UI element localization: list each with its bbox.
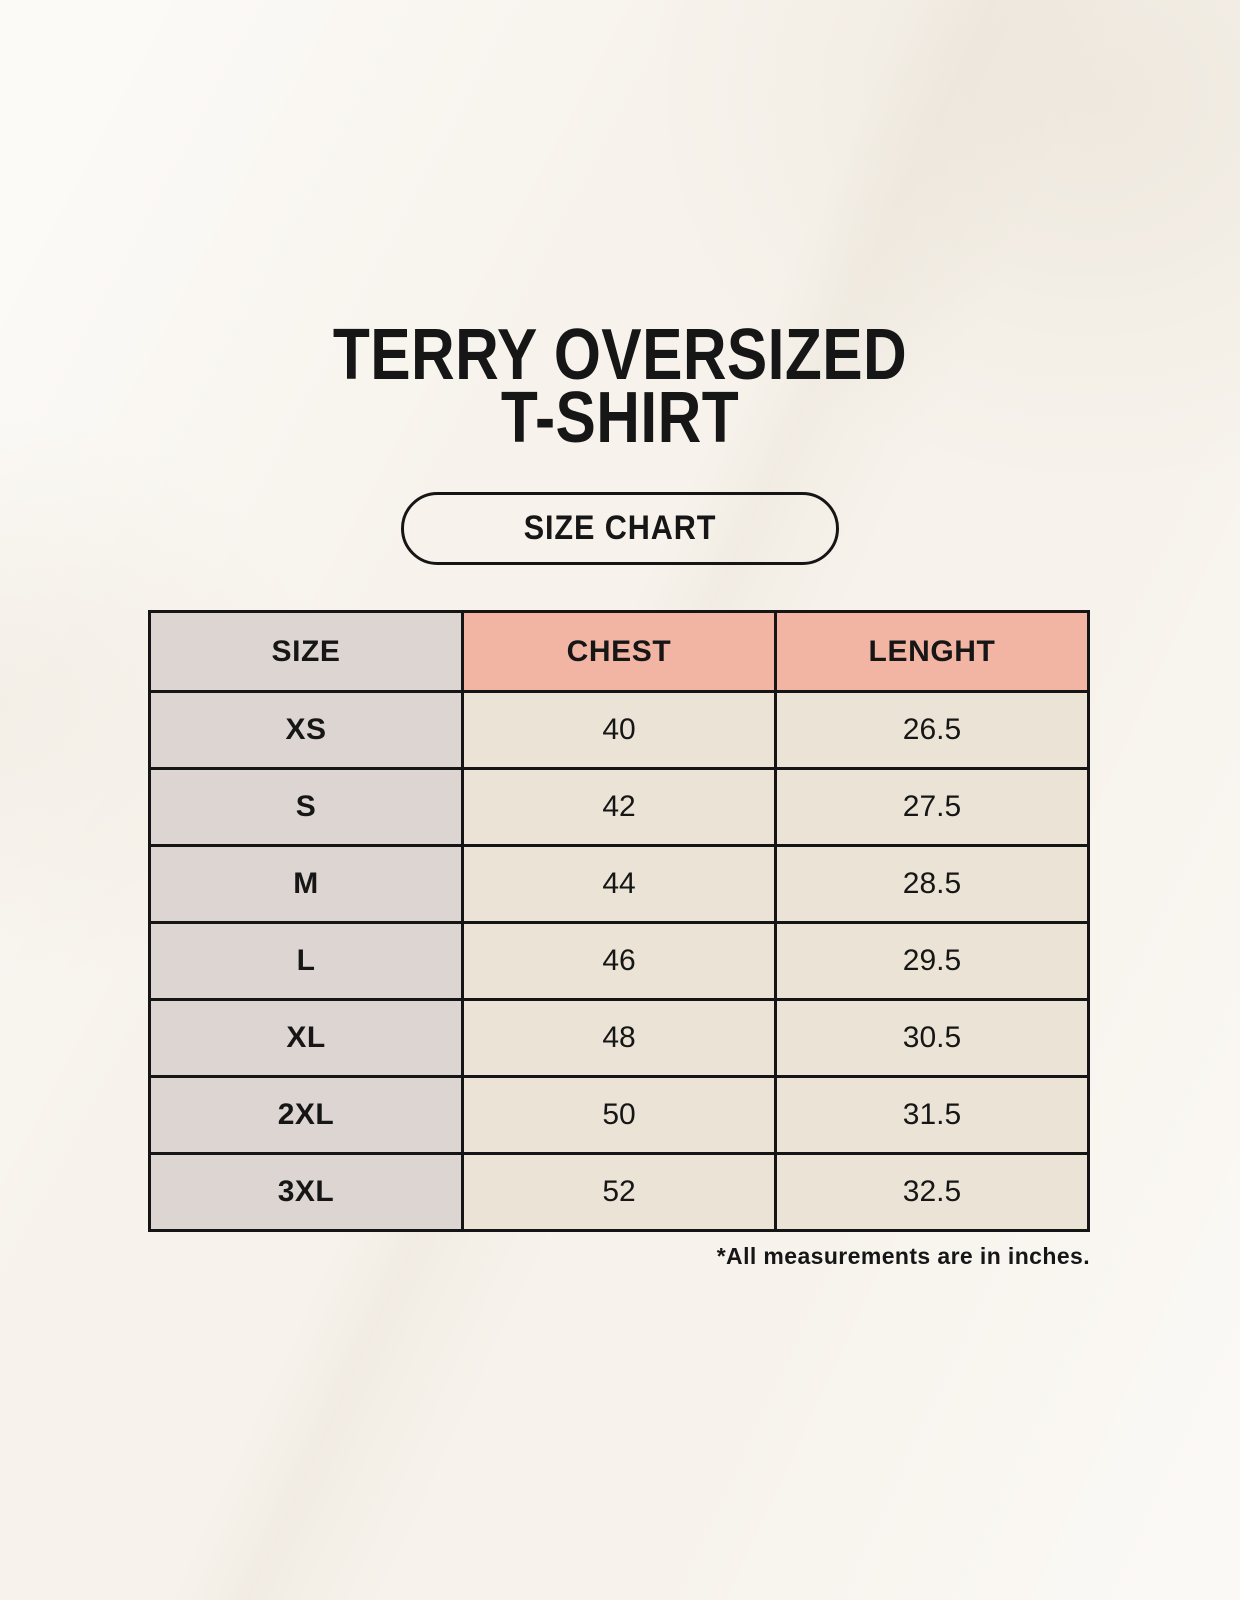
table-row: M 44 28.5 (148, 844, 1090, 924)
table-row: 3XL 52 32.5 (148, 1152, 1090, 1232)
length-cell: 26.5 (774, 690, 1090, 770)
size-cell: XS (148, 690, 464, 770)
table-row: XS 40 26.5 (148, 690, 1090, 770)
size-cell: M (148, 844, 464, 924)
size-chart-table-body: XS 40 26.5 S 42 27.5 M 44 28.5 L 46 29.5 XL 48 30.5 2XL… (148, 690, 1090, 1232)
measurement-note: *All measurements are in inches. (716, 1243, 1090, 1269)
length-cell: 27.5 (774, 767, 1090, 847)
size-chart-badge-label: SIZE CHART (523, 509, 717, 547)
length-cell: 31.5 (774, 1075, 1090, 1155)
size-chart-table: SIZE CHEST LENGHT XS 40 26.5 S 42 27.5 M 44 28.5… (148, 610, 1090, 1232)
size-cell: 3XL (148, 1152, 464, 1232)
chest-cell: 50 (461, 1075, 777, 1155)
size-chart-badge[interactable]: SIZE CHART (401, 492, 839, 565)
table-row: 2XL 50 31.5 (148, 1075, 1090, 1155)
chest-cell: 46 (461, 921, 777, 1001)
page-title-line2: T-SHIRT (500, 378, 740, 458)
chest-cell: 42 (461, 767, 777, 847)
chest-cell: 52 (461, 1152, 777, 1232)
length-cell: 29.5 (774, 921, 1090, 1001)
header-chest: CHEST (461, 610, 777, 693)
header-length: LENGHT (774, 610, 1090, 693)
chest-cell: 40 (461, 690, 777, 770)
length-cell: 30.5 (774, 998, 1090, 1078)
size-cell: L (148, 921, 464, 1001)
size-cell: XL (148, 998, 464, 1078)
size-chart-table-container: SIZE CHEST LENGHT XS 40 26.5 S 42 27.5 M 44 28.5… (148, 610, 1090, 1232)
table-row: XL 48 30.5 (148, 998, 1090, 1078)
length-cell: 32.5 (774, 1152, 1090, 1232)
page-title-line1: TERRY OVERSIZED (332, 315, 908, 395)
header-size: SIZE (148, 610, 464, 693)
size-cell: S (148, 767, 464, 847)
table-row: L 46 29.5 (148, 921, 1090, 1001)
chest-cell: 48 (461, 998, 777, 1078)
size-cell: 2XL (148, 1075, 464, 1155)
chest-cell: 44 (461, 844, 777, 924)
page-title: TERRY OVERSIZED T-SHIRT (0, 315, 1240, 458)
table-row: S 42 27.5 (148, 767, 1090, 847)
length-cell: 28.5 (774, 844, 1090, 924)
header-row: SIZE CHEST LENGHT (148, 610, 1090, 693)
